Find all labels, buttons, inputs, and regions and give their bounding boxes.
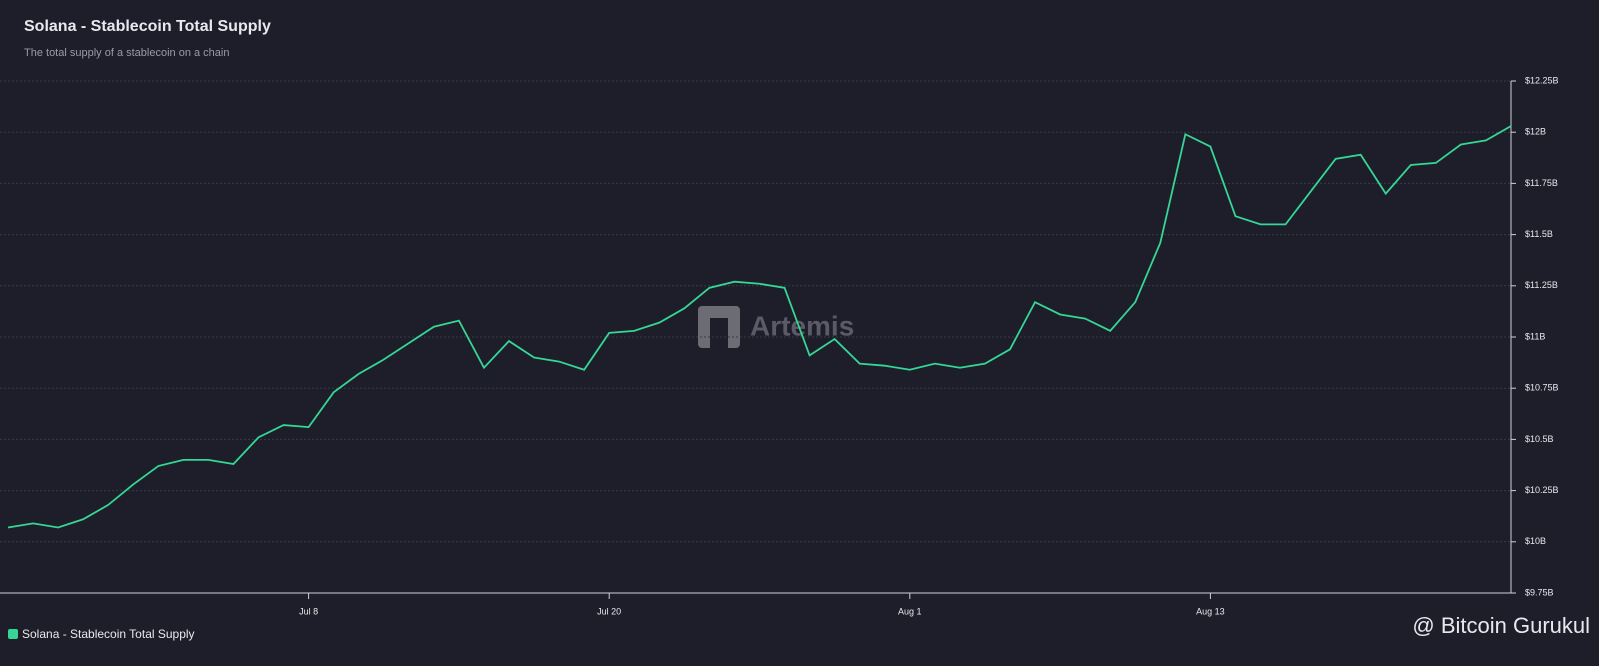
legend-swatch (8, 629, 18, 639)
y-tick-label: $12.25B (1525, 75, 1559, 85)
plot: $9.75B $10B $10.25B $10.5B $10.75B $11B $11.25… (0, 75, 1559, 616)
x-tick-label: Aug 1 (898, 606, 922, 616)
x-tick-label: Jul 8 (299, 606, 318, 616)
chart-title: Solana - Stablecoin Total Supply (24, 18, 271, 35)
x-tick-label: Jul 20 (597, 606, 621, 616)
data-line (7, 125, 1512, 529)
y-tick-label: $11.25B (1525, 280, 1558, 290)
credit: @ Bitcoin Gurukul (1412, 613, 1590, 638)
y-tick-label: $10.25B (1525, 485, 1559, 495)
chart-subtitle: The total supply of a stablecoin on a ch… (24, 47, 229, 59)
y-tick-label: $10.75B (1525, 383, 1559, 393)
x-tick-label: Aug 13 (1196, 606, 1225, 616)
y-tick-label: $11.5B (1525, 229, 1553, 239)
y-tick-label: $9.75B (1525, 587, 1554, 597)
legend-label: Solana - Stablecoin Total Supply (22, 627, 195, 641)
y-tick-label: $11B (1525, 331, 1545, 341)
y-tick-label: $10.5B (1525, 434, 1554, 444)
y-tick-label: $11.75B (1525, 178, 1558, 188)
y-tick-label: $10B (1525, 536, 1546, 546)
y-tick-label: $12B (1525, 127, 1546, 137)
watermark-logo (698, 306, 740, 348)
